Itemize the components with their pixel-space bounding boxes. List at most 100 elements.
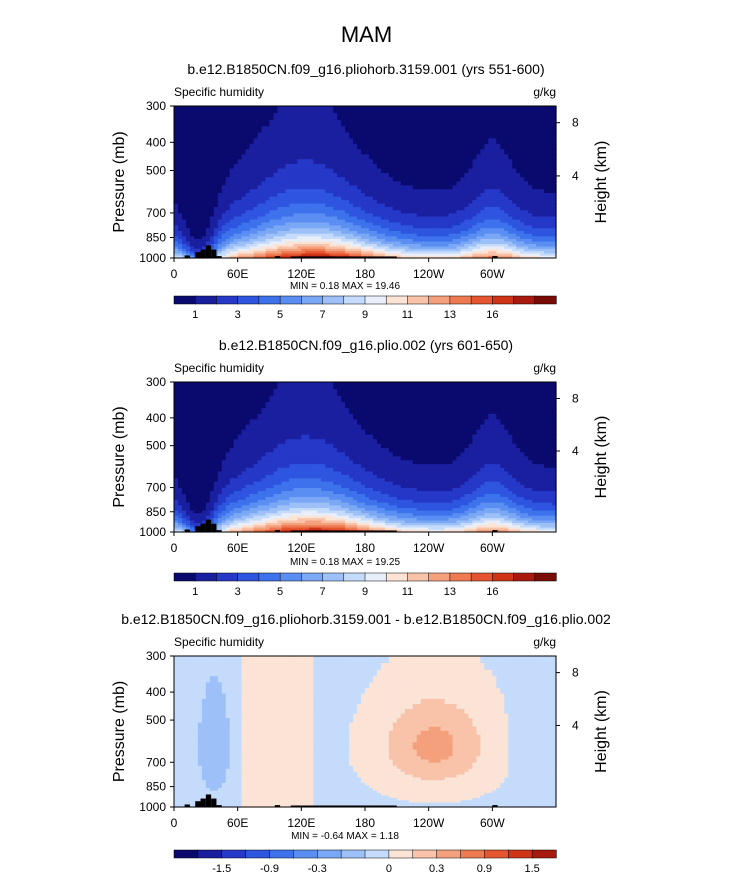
heatmap-cell <box>241 185 247 190</box>
heatmap-cell <box>333 177 338 182</box>
heatmap-cell <box>392 225 398 229</box>
heatmap-cell <box>353 429 358 436</box>
heatmap-cell <box>516 203 521 208</box>
heatmap-cell <box>460 168 466 174</box>
heatmap-cell <box>201 177 207 182</box>
heatmap-cell <box>333 241 338 245</box>
heatmap-cell <box>536 210 541 215</box>
heatmap-cell <box>512 238 517 243</box>
heatmap-cell <box>376 244 382 248</box>
heatmap-cell <box>520 219 525 224</box>
heatmap-cell <box>229 408 235 415</box>
heatmap-cell <box>496 113 501 121</box>
heatmap-cell <box>341 228 346 232</box>
heatmap-cell <box>317 185 322 190</box>
heatmap-cell <box>548 402 553 409</box>
heatmap-cell <box>317 253 322 257</box>
heatmap-cell <box>217 225 223 229</box>
heatmap-cell <box>174 200 179 205</box>
heatmap-cell <box>520 246 525 250</box>
heatmap-cell <box>460 216 466 221</box>
heatmap-cell <box>325 402 330 409</box>
heatmap-cell <box>528 222 533 227</box>
heatmap-cell <box>436 413 442 420</box>
heatmap-cell <box>420 236 426 240</box>
heatmap-cell <box>225 439 231 445</box>
heatmap-cell <box>301 168 306 174</box>
heatmap-cell <box>221 413 227 420</box>
heatmap-cell <box>353 251 358 255</box>
heatmap-cell <box>428 106 434 114</box>
heatmap-cell <box>185 439 191 445</box>
heatmap-cell <box>472 222 478 227</box>
heatmap-cell <box>353 244 358 248</box>
heatmap-cell <box>468 408 474 415</box>
heatmap-cell <box>468 164 474 170</box>
heatmap-cell <box>476 219 481 224</box>
heatmap-cell <box>313 382 318 390</box>
heatmap-cell <box>452 236 458 240</box>
heatmap-cell <box>217 236 223 240</box>
heatmap-cell <box>281 200 287 205</box>
heatmap-cell <box>261 126 267 134</box>
heatmap-cell <box>181 113 187 121</box>
heatmap-cell <box>428 424 434 431</box>
heatmap-cell <box>174 149 179 155</box>
heatmap-cell <box>309 119 314 127</box>
heatmap-cell <box>500 143 505 150</box>
heatmap-cell <box>229 185 235 190</box>
heatmap-cell <box>504 149 509 155</box>
heatmap-cell <box>408 248 414 252</box>
heatmap-cell <box>428 126 434 134</box>
heatmap-cell <box>353 181 358 186</box>
heatmap-cell <box>201 164 207 170</box>
heatmap-cell <box>424 253 430 257</box>
heatmap-cell <box>249 192 255 198</box>
heatmap-cell <box>424 210 430 215</box>
heatmap-cell <box>289 231 294 235</box>
heatmap-cell <box>544 185 549 190</box>
heatmap-cell <box>273 149 279 155</box>
heatmap-cell <box>484 233 489 237</box>
heatmap-cell <box>253 434 259 440</box>
heatmap-cell <box>492 222 497 227</box>
heatmap-cell <box>253 238 259 243</box>
heatmap-cell <box>341 238 346 243</box>
heatmap-cell <box>532 177 537 182</box>
heatmap-cell <box>504 429 509 436</box>
topography-mask <box>195 252 201 258</box>
heatmap-cell <box>309 439 314 445</box>
heatmap-cell <box>277 413 283 420</box>
heatmap-cell <box>432 132 438 139</box>
heatmap-cell <box>456 238 462 243</box>
heatmap-cell <box>174 143 179 150</box>
heatmap-cell <box>424 225 430 229</box>
heatmap-cell <box>468 439 474 445</box>
heatmap-cell <box>185 434 191 440</box>
heatmap-cell <box>285 241 290 245</box>
heatmap-cell <box>341 389 346 397</box>
heatmap-cell <box>492 419 497 426</box>
heatmap-cell <box>209 113 215 121</box>
heatmap-cell <box>181 236 187 240</box>
heatmap-cell <box>205 213 211 218</box>
heatmap-cell <box>289 382 294 390</box>
heatmap-cell <box>508 189 513 194</box>
heatmap-cell <box>297 434 302 440</box>
heatmap-cell <box>448 395 454 403</box>
heatmap-cell <box>225 185 231 190</box>
heatmap-cell <box>181 395 187 403</box>
heatmap-cell <box>197 419 203 426</box>
heatmap-cell <box>504 439 509 445</box>
heatmap-cell <box>392 233 398 237</box>
heatmap-cell <box>229 429 235 436</box>
heatmap-cell <box>396 434 402 440</box>
heatmap-cell <box>197 168 203 174</box>
heatmap-cell <box>452 138 458 145</box>
heatmap-cell <box>201 222 207 227</box>
heatmap-cell <box>384 419 390 426</box>
heatmap-cell <box>484 164 489 170</box>
heatmap-cell <box>185 429 191 436</box>
heatmap-cell <box>516 225 521 229</box>
heatmap-cell <box>404 216 410 221</box>
